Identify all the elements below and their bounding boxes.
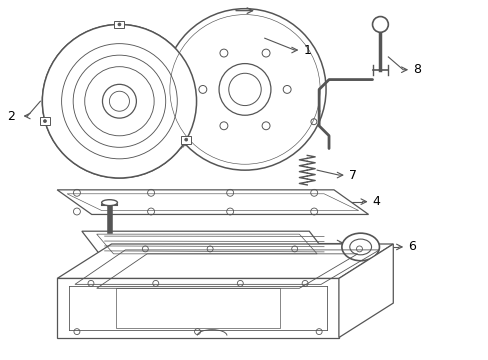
Polygon shape [57, 278, 338, 338]
Circle shape [42, 24, 196, 178]
FancyBboxPatch shape [114, 21, 124, 28]
Ellipse shape [102, 200, 117, 206]
Text: 3: 3 [378, 294, 386, 307]
FancyBboxPatch shape [40, 117, 50, 125]
Circle shape [118, 23, 121, 26]
Text: 4: 4 [372, 195, 380, 208]
Circle shape [228, 73, 261, 105]
Ellipse shape [349, 239, 371, 255]
Circle shape [372, 17, 387, 32]
Polygon shape [81, 231, 328, 257]
Text: 1: 1 [303, 44, 310, 57]
Ellipse shape [341, 233, 379, 261]
Polygon shape [57, 244, 392, 278]
Circle shape [102, 84, 136, 118]
FancyBboxPatch shape [181, 136, 191, 144]
Text: 2: 2 [7, 109, 15, 122]
Text: 5: 5 [348, 237, 356, 249]
Circle shape [43, 120, 46, 123]
Text: 8: 8 [412, 63, 420, 76]
Circle shape [184, 138, 187, 141]
Polygon shape [57, 190, 368, 215]
Text: 7: 7 [348, 168, 356, 181]
Polygon shape [338, 244, 392, 338]
Circle shape [219, 64, 270, 115]
Text: 6: 6 [407, 240, 415, 253]
Circle shape [109, 91, 129, 111]
Circle shape [163, 9, 325, 170]
